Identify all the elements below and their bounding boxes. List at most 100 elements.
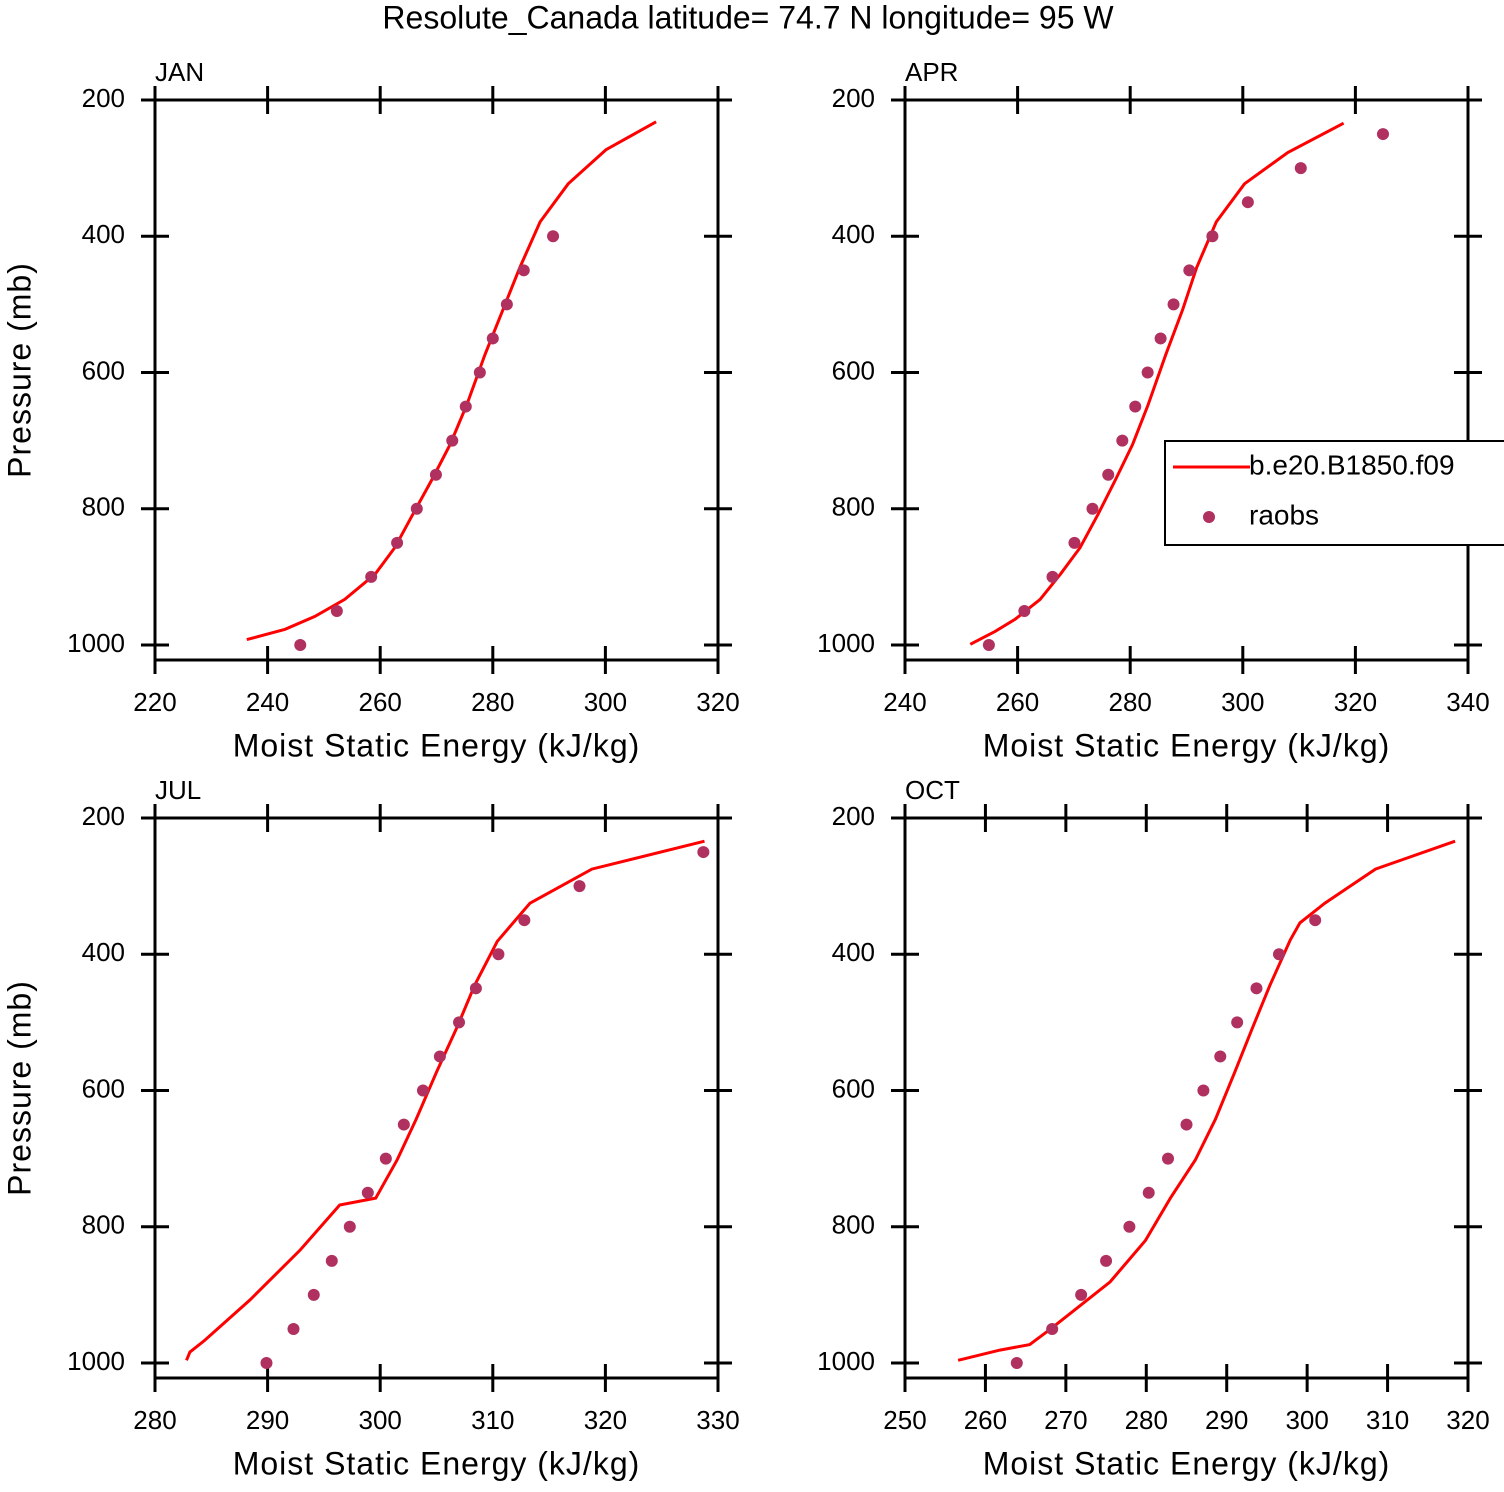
- panel-label: APR: [905, 57, 958, 87]
- data-point: [1272, 948, 1285, 961]
- data-point: [1142, 1186, 1155, 1199]
- plot-frame: [903, 98, 1470, 662]
- x-tick-label: 280: [1109, 687, 1152, 717]
- data-point: [547, 230, 560, 243]
- data-point: [517, 264, 530, 277]
- y-tick-label: 400: [832, 219, 875, 249]
- data-point: [982, 639, 995, 652]
- data-point: [1129, 400, 1142, 413]
- y-tick-label: 800: [82, 1210, 125, 1240]
- data-point: [410, 502, 423, 515]
- plot-frame: [153, 816, 720, 1380]
- data-point: [1100, 1254, 1113, 1267]
- y-tick-label: 1000: [817, 1346, 875, 1376]
- y-tick-label: 800: [832, 492, 875, 522]
- data-point: [307, 1288, 320, 1301]
- x-tick-label: 340: [1446, 687, 1489, 717]
- data-point: [330, 604, 343, 617]
- data-point: [287, 1322, 300, 1335]
- legend-label: raobs: [1249, 499, 1319, 530]
- data-point: [1162, 1152, 1175, 1165]
- x-tick-label: 260: [964, 1405, 1007, 1435]
- data-point: [1214, 1050, 1227, 1063]
- data-point: [1250, 982, 1263, 995]
- panel: APR Moist Static Energy (kJ/kg) 200 400 600 8…: [817, 57, 1490, 764]
- legend-box: [1164, 440, 1504, 546]
- plot-frame: [903, 816, 1470, 1380]
- data-point: [365, 570, 378, 583]
- data-point: [573, 880, 586, 893]
- legend: b.e20.B1850.f09 raobs: [1164, 440, 1504, 546]
- data-point: [1294, 162, 1307, 175]
- data-point: [1241, 196, 1254, 209]
- data-point: [446, 434, 459, 447]
- x-tick-label: 300: [1221, 687, 1264, 717]
- y-tick-label: 600: [832, 1073, 875, 1103]
- x-tick-label: 300: [359, 1405, 402, 1435]
- data-point: [1154, 332, 1167, 345]
- panel: JAN Moist Static Energy (kJ/kg) Pressure (…: [1, 57, 739, 764]
- x-tick-label: 280: [471, 687, 514, 717]
- data-point: [1010, 1357, 1023, 1370]
- data-point: [1231, 1016, 1244, 1029]
- panel: JUL Moist Static Energy (kJ/kg) Pressure (…: [1, 775, 739, 1482]
- data-point: [1018, 604, 1031, 617]
- data-point: [1180, 1118, 1193, 1131]
- data-point: [379, 1152, 392, 1165]
- data-point: [469, 982, 482, 995]
- x-tick-label: 320: [696, 687, 739, 717]
- data-point: [1206, 230, 1219, 243]
- x-tick-label: 280: [133, 1405, 176, 1435]
- y-tick-label: 800: [82, 492, 125, 522]
- y-tick-label: 200: [82, 83, 125, 113]
- data-point: [1046, 1322, 1059, 1335]
- x-tick-label: 320: [1334, 687, 1377, 717]
- y-tick-label: 1000: [67, 628, 125, 658]
- y-tick-label: 1000: [67, 1346, 125, 1376]
- data-point: [1116, 434, 1129, 447]
- y-tick-label: 600: [82, 1073, 125, 1103]
- data-line: [246, 120, 657, 642]
- data-point: [1141, 366, 1154, 379]
- panel: OCT Moist Static Energy (kJ/kg) 200 400 600 8…: [817, 775, 1490, 1482]
- data-point: [1046, 570, 1059, 583]
- y-tick-label: 600: [832, 355, 875, 385]
- x-tick-label: 260: [996, 687, 1039, 717]
- x-tick-label: 300: [1285, 1405, 1328, 1435]
- legend-marker: [1203, 511, 1215, 523]
- data-point: [492, 948, 505, 961]
- y-tick-label: 400: [82, 937, 125, 967]
- data-point: [486, 332, 499, 345]
- data-point: [1075, 1288, 1088, 1301]
- x-axis-label: Moist Static Energy (kJ/kg): [233, 1445, 641, 1481]
- panel-label: JUL: [155, 775, 201, 805]
- data-point: [1376, 128, 1389, 141]
- data-line: [957, 839, 1456, 1362]
- data-point: [1183, 264, 1196, 277]
- x-tick-label: 300: [584, 687, 627, 717]
- x-tick-label: 240: [883, 687, 926, 717]
- y-tick-label: 800: [832, 1210, 875, 1240]
- data-point: [453, 1016, 466, 1029]
- y-axis-label: Pressure (mb): [1, 980, 37, 1196]
- x-tick-label: 290: [1205, 1405, 1248, 1435]
- data-point: [1167, 298, 1180, 311]
- data-point: [361, 1186, 374, 1199]
- chart-title: Resolute_Canada latitude= 74.7 N longitu…: [382, 0, 1114, 35]
- data-point: [1309, 914, 1322, 927]
- data-line: [969, 121, 1345, 646]
- data-point: [459, 400, 472, 413]
- x-axis-label: Moist Static Energy (kJ/kg): [233, 727, 641, 763]
- x-tick-label: 330: [696, 1405, 739, 1435]
- y-tick-label: 200: [832, 801, 875, 831]
- x-tick-label: 320: [584, 1405, 627, 1435]
- data-point: [500, 298, 513, 311]
- data-point: [416, 1084, 429, 1097]
- x-tick-label: 260: [359, 687, 402, 717]
- data-point: [1068, 536, 1081, 549]
- data-point: [325, 1254, 338, 1267]
- x-tick-label: 250: [883, 1405, 926, 1435]
- data-point: [473, 366, 486, 379]
- legend-label: b.e20.B1850.f09: [1249, 449, 1455, 480]
